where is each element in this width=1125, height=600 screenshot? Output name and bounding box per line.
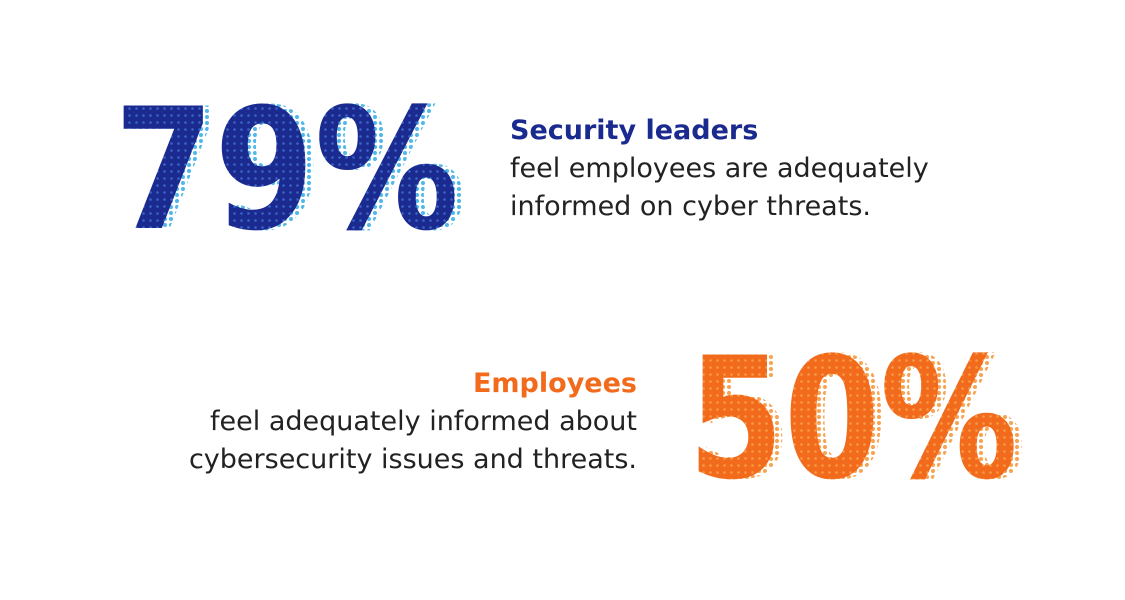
stat-description: informed on cyber threats. — [510, 191, 871, 222]
stat-heading: Security leaders — [510, 115, 758, 146]
stat-heading: Employees — [473, 368, 637, 399]
figure: 79% — [114, 72, 459, 268]
figure: 50% — [688, 321, 1018, 517]
figure-shadow: 50% — [696, 321, 1026, 517]
stat-description: cybersecurity issues and threats. — [189, 444, 637, 475]
stat-description: feel employees are adequately — [510, 153, 929, 184]
figure-shadow: 79% — [122, 72, 467, 268]
stat-description: feel adequately informed about — [210, 406, 637, 437]
